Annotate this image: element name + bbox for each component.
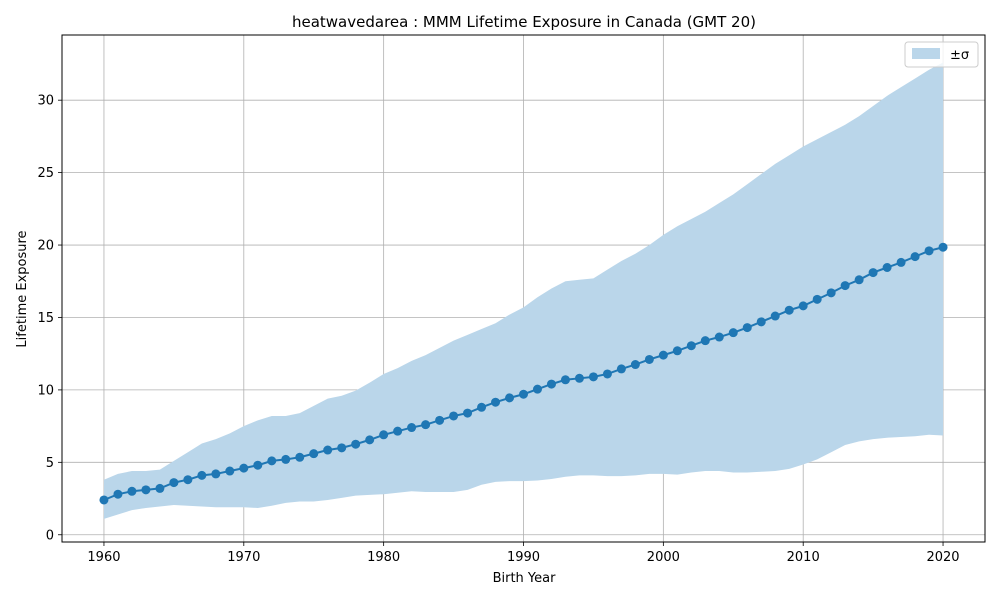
data-point bbox=[812, 294, 822, 304]
data-point bbox=[714, 332, 724, 342]
x-tick-label: 1990 bbox=[507, 550, 540, 565]
data-point bbox=[477, 402, 487, 412]
y-axis-label: Lifetime Exposure bbox=[15, 230, 30, 347]
data-point bbox=[686, 341, 696, 351]
sigma-band bbox=[103, 62, 944, 519]
y-tick-label: 15 bbox=[37, 311, 54, 326]
data-point bbox=[449, 411, 459, 421]
data-point bbox=[868, 268, 878, 278]
data-point bbox=[281, 454, 291, 464]
data-point bbox=[882, 263, 892, 272]
data-point bbox=[658, 350, 668, 360]
data-point bbox=[211, 469, 221, 479]
x-tick-label: 1960 bbox=[87, 550, 120, 565]
x-axis-label: Birth Year bbox=[493, 571, 557, 586]
data-point bbox=[351, 439, 361, 449]
data-point bbox=[127, 486, 137, 496]
x-ticks: 1960 1970 1980 1990 2000 2010 2020 bbox=[87, 542, 960, 565]
data-point bbox=[337, 443, 347, 453]
legend-swatch bbox=[912, 48, 940, 59]
y-tick-label: 25 bbox=[37, 166, 54, 181]
data-point bbox=[784, 305, 794, 315]
data-point bbox=[253, 460, 263, 470]
data-point bbox=[197, 470, 207, 480]
data-point bbox=[840, 281, 850, 291]
legend-label: ±σ bbox=[950, 48, 969, 63]
y-tick-label: 20 bbox=[37, 239, 54, 254]
data-point bbox=[602, 369, 612, 379]
data-point bbox=[155, 483, 165, 493]
data-point bbox=[938, 242, 948, 252]
data-point bbox=[113, 489, 123, 499]
data-point bbox=[491, 397, 501, 407]
chart-title: heatwavedarea : MMM Lifetime Exposure in… bbox=[292, 13, 756, 31]
data-point bbox=[393, 426, 403, 436]
data-point bbox=[700, 336, 710, 346]
y-tick-label: 10 bbox=[37, 383, 54, 398]
x-tick-label: 2000 bbox=[647, 550, 680, 565]
data-point bbox=[742, 323, 752, 333]
data-point bbox=[798, 301, 808, 311]
data-point bbox=[169, 478, 179, 488]
data-point bbox=[616, 364, 626, 374]
y-tick-label: 0 bbox=[46, 528, 54, 543]
data-point bbox=[519, 389, 528, 399]
data-point bbox=[239, 463, 249, 473]
data-point bbox=[407, 423, 417, 433]
data-point bbox=[644, 354, 654, 364]
data-point bbox=[770, 311, 780, 321]
x-tick-label: 1980 bbox=[367, 550, 400, 565]
x-tick-label: 2020 bbox=[926, 550, 959, 565]
series-points-layer bbox=[99, 242, 948, 505]
data-point bbox=[588, 372, 598, 382]
data-point bbox=[309, 449, 319, 459]
data-point bbox=[99, 495, 109, 505]
data-point bbox=[505, 393, 515, 403]
data-point bbox=[910, 252, 920, 262]
data-point bbox=[672, 346, 682, 356]
data-point bbox=[546, 379, 556, 389]
data-point bbox=[630, 360, 640, 370]
sigma-band-layer bbox=[103, 62, 944, 519]
data-point bbox=[826, 288, 836, 298]
y-ticks: 0 5 10 15 20 25 30 bbox=[37, 94, 62, 543]
data-point bbox=[365, 435, 375, 445]
data-point bbox=[295, 452, 305, 462]
y-tick-label: 30 bbox=[37, 94, 54, 109]
data-point bbox=[379, 430, 389, 440]
y-tick-label: 5 bbox=[46, 456, 54, 471]
data-point bbox=[267, 456, 277, 466]
data-point bbox=[183, 475, 193, 485]
data-point bbox=[560, 375, 570, 385]
legend: ±σ bbox=[904, 41, 979, 68]
x-tick-label: 2010 bbox=[787, 550, 820, 565]
data-point bbox=[532, 384, 542, 394]
data-point bbox=[463, 408, 473, 418]
data-point bbox=[225, 466, 235, 476]
data-point bbox=[574, 373, 584, 383]
x-tick-label: 1970 bbox=[227, 550, 260, 565]
data-point bbox=[924, 246, 934, 256]
data-point bbox=[756, 317, 766, 327]
data-point bbox=[141, 485, 151, 495]
data-point bbox=[854, 275, 864, 285]
data-point bbox=[323, 445, 333, 455]
data-point bbox=[421, 420, 431, 430]
data-point bbox=[896, 257, 906, 267]
data-point bbox=[728, 328, 738, 338]
data-point bbox=[435, 415, 445, 425]
